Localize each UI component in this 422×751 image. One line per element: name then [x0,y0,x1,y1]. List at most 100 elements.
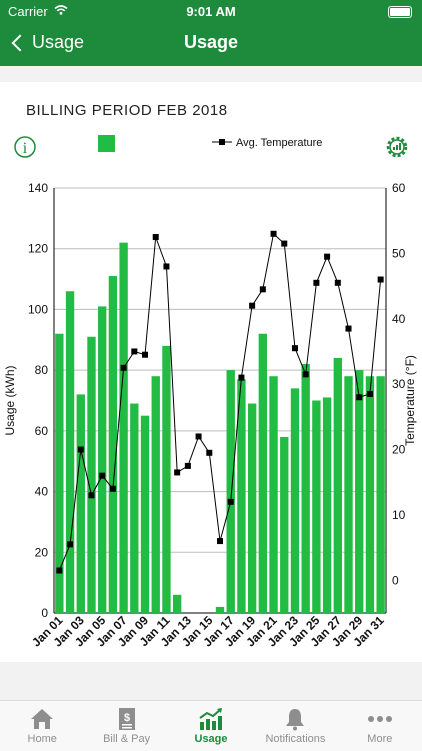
usage-bar[interactable] [365,376,375,613]
bell-icon [286,709,305,731]
top-divider [0,66,422,82]
page-title: Usage [183,32,239,52]
usage-bar[interactable] [172,594,182,613]
tab-more[interactable]: More [338,701,422,751]
temperature-point[interactable] [238,374,245,381]
temperature-point[interactable] [67,541,74,548]
temperature-point[interactable] [152,234,159,241]
usage-bar[interactable] [108,276,118,613]
y-tick-label: 20 [35,545,49,559]
temperature-point[interactable] [56,567,63,574]
y-tick-label: 0 [41,606,48,620]
billing-period-label: BILLING PERIOD FEB 2018 [26,102,228,119]
status-bar: Carrier 9:01 AM [0,4,422,20]
tab-home[interactable]: Home [0,701,84,751]
usage-bar[interactable] [215,606,225,613]
usage-bar[interactable] [258,333,268,613]
tab-usage[interactable]: Usage [169,701,253,751]
usage-bar[interactable] [355,370,364,613]
temperature-point[interactable] [195,433,202,440]
temperature-point[interactable] [99,472,106,479]
y-tick-label: 40 [35,485,49,499]
temperature-point[interactable] [77,446,84,453]
usage-bar[interactable] [119,242,128,613]
tab-bill-pay-label: Bill & Pay [103,733,151,745]
back-label: Usage [32,32,85,52]
temperature-point[interactable] [109,485,116,492]
back-button[interactable]: Usage [10,32,84,53]
temperature-point[interactable] [259,286,266,293]
usage-bar[interactable] [322,397,332,613]
usage-bar[interactable] [162,345,171,613]
usage-bar[interactable] [301,364,310,613]
usage-chart: i Avg. Temperature 0 20 40 60 80 100 120 140 0 10… [3,135,417,650]
temperature-point[interactable] [88,492,95,499]
usage-bar[interactable] [376,376,385,613]
carrier-label: Carrier [8,4,48,19]
temperature-point[interactable] [377,276,384,283]
usage-bar[interactable] [226,370,235,613]
bill-icon: $ [118,708,135,730]
temperature-point[interactable] [227,498,234,505]
y-tick-label: 60 [35,424,49,438]
temperature-point[interactable] [184,462,191,469]
temperature-point[interactable] [334,279,341,286]
usage-bar[interactable] [130,403,139,613]
app-header: Carrier 9:01 AM Usage Usage [0,0,422,66]
temperature-point[interactable] [249,302,256,309]
y2-tick-label: 40 [392,312,406,326]
info-icon [14,136,36,158]
bottom-divider [0,662,422,700]
y2-axis-title: Temperature (°F) [403,355,417,446]
temperature-point[interactable] [313,279,320,286]
tab-home-label: Home [27,733,57,745]
usage-bar[interactable] [151,376,160,613]
temperature-point[interactable] [291,345,298,352]
legend-temp-label: Avg. Temperature [236,137,322,149]
y2-tick-label: 50 [392,246,406,260]
temperature-point[interactable] [174,469,181,476]
temperature-point[interactable] [163,263,170,270]
legend-temp-marker [219,139,225,145]
usage-bar[interactable] [140,415,150,613]
status-time: 9:01 AM [186,4,236,19]
usage-bar[interactable] [98,306,107,613]
gear-chart-icon [386,136,408,158]
usage-bar[interactable] [269,376,278,613]
temperature-point[interactable] [120,364,127,371]
chart-settings-button[interactable] [386,136,408,158]
temperature-point[interactable] [356,394,363,401]
usage-chart-icon [199,708,223,730]
y2-tick-label: 30 [392,377,406,391]
temperature-point[interactable] [345,325,352,332]
usage-bar[interactable] [333,358,342,613]
tab-bill-pay[interactable]: $ Bill & Pay [84,701,168,751]
tab-notifications-label: Notifications [265,733,326,745]
temperature-point[interactable] [142,351,149,358]
temperature-point[interactable] [131,348,138,355]
usage-bar[interactable] [247,403,257,613]
info-button[interactable]: i [14,136,36,158]
y-tick-label: 120 [28,242,48,256]
usage-bar[interactable] [312,400,321,614]
temperature-point[interactable] [324,253,331,260]
temperature-point[interactable] [217,538,223,545]
usage-bar[interactable] [65,291,75,613]
usage-bar[interactable] [344,376,353,613]
temperature-point[interactable] [366,390,373,397]
usage-bar[interactable] [55,333,64,613]
y-tick-label: 100 [28,302,48,316]
usage-bar[interactable] [280,436,289,613]
y2-tick-label: 10 [392,508,406,522]
temperature-point[interactable] [302,371,309,378]
temperature-point[interactable] [270,230,277,237]
temperature-point[interactable] [206,449,213,456]
usage-bar[interactable] [290,388,300,613]
usage-bar[interactable] [87,336,96,613]
usage-bar[interactable] [237,379,246,613]
more-dots-icon [367,716,392,722]
temperature-point[interactable] [281,240,288,247]
tab-bar: Home $ Bill & Pay Usage Notifications [0,700,422,751]
usage-bar[interactable] [76,394,85,613]
tab-notifications[interactable]: Notifications [253,701,337,751]
